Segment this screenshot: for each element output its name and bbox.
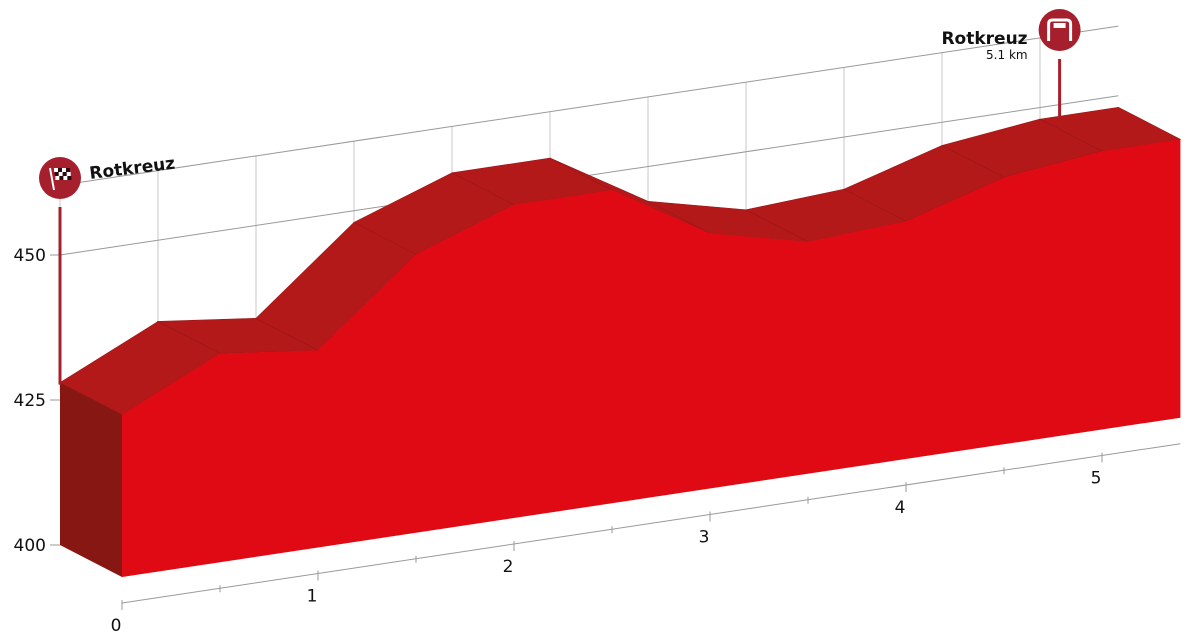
x-tick-label: 3 — [699, 528, 710, 548]
y-tick-label: 425 — [14, 391, 46, 411]
x-tick-label: 4 — [895, 498, 906, 518]
finish-arch-icon — [1038, 9, 1081, 51]
profile-side-face — [60, 382, 122, 577]
y-tick-label: 400 — [14, 536, 46, 556]
x-tick-label: 2 — [503, 557, 514, 577]
start-marker-label: Rotkreuz — [88, 154, 176, 184]
checkered-flag-icon — [39, 157, 81, 199]
x-tick-label: 1 — [307, 587, 318, 607]
profile-front-face — [122, 139, 1181, 578]
finish-marker-distance: 5.1 km — [986, 48, 1028, 62]
axes: 400 425 450 0 1 2 3 4 5 — [14, 246, 1181, 636]
finish-marker-label: Rotkreuz — [941, 29, 1027, 49]
x-tick-label: 0 — [111, 616, 122, 636]
x-tick-label: 5 — [1091, 469, 1102, 489]
y-tick-label: 450 — [14, 246, 46, 266]
elevation-profile — [59, 106, 1182, 578]
wall-top-line — [59, 25, 1119, 186]
